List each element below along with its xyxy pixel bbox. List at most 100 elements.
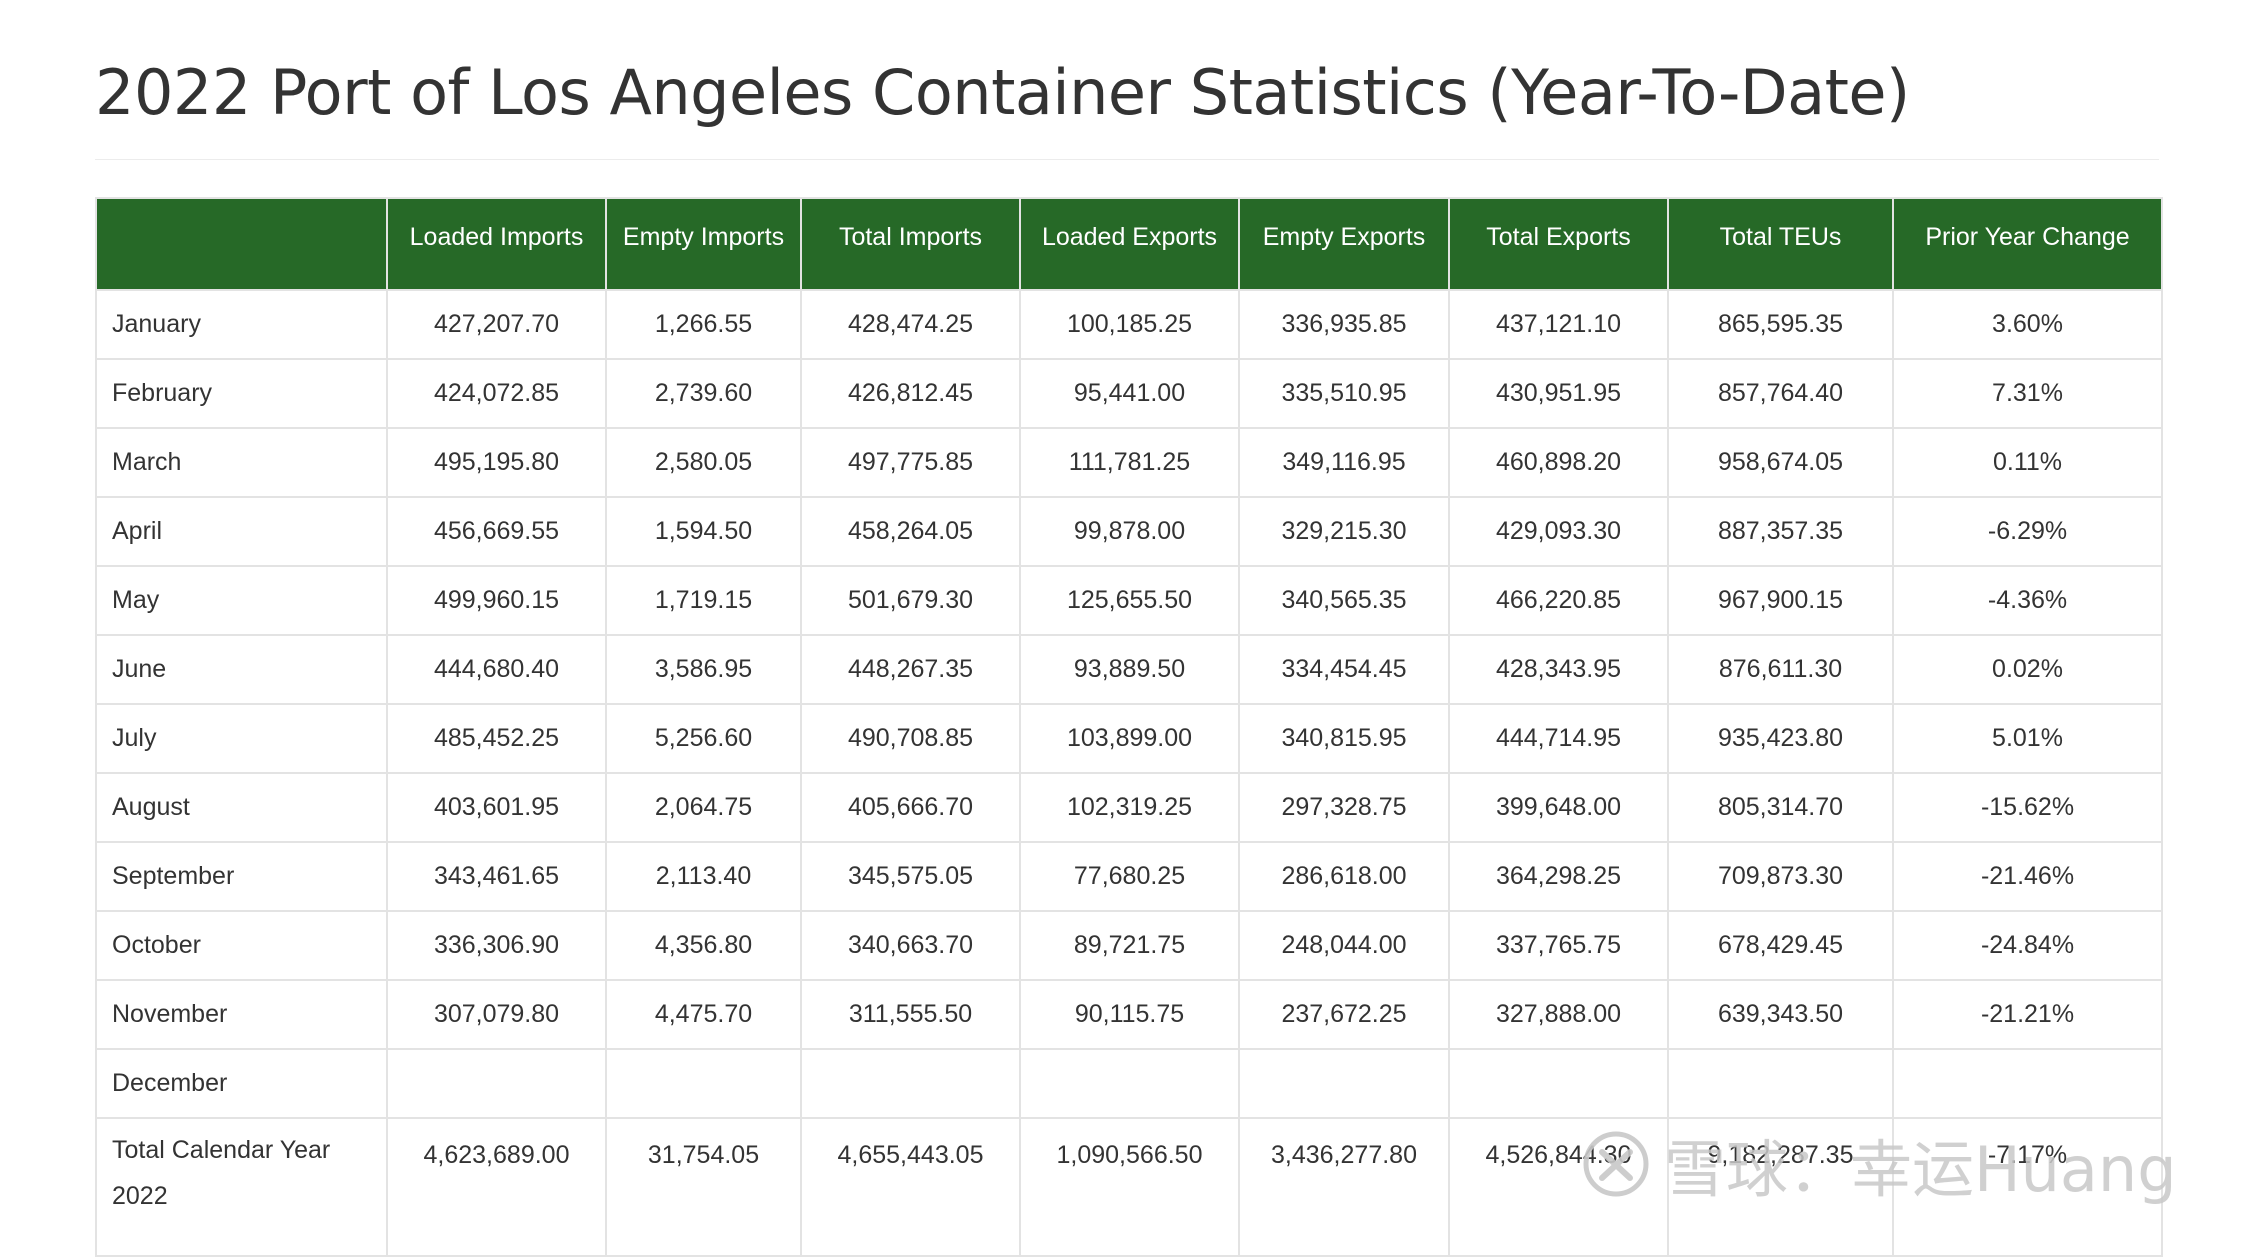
cell-total-exports: 428,343.95	[1448, 634, 1669, 705]
cell-loaded-exports	[1019, 1048, 1240, 1119]
cell-total-teus	[1667, 1048, 1894, 1119]
header-total-exports: Total Exports	[1448, 197, 1669, 291]
cell-empty-exports: 335,510.95	[1238, 358, 1450, 429]
cell-empty-imports: 1,719.15	[605, 565, 802, 636]
cell-prior-year-change: 0.11%	[1892, 427, 2163, 498]
cell-loaded-imports: 307,079.80	[386, 979, 607, 1050]
cell-empty-exports: 340,815.95	[1238, 703, 1450, 774]
cell-empty-imports: 4,475.70	[605, 979, 802, 1050]
cell-prior-year-change: 0.02%	[1892, 634, 2163, 705]
cell-month: February	[95, 358, 388, 429]
cell-empty-exports: 349,116.95	[1238, 427, 1450, 498]
table-row: May 499,960.15 1,719.15 501,679.30 125,655.5…	[95, 565, 2163, 636]
cell-empty-imports: 31,754.05	[605, 1117, 802, 1257]
cell-total-teus: 709,873.30	[1667, 841, 1894, 912]
cell-month: June	[95, 634, 388, 705]
table-row: October 336,306.90 4,356.80 340,663.70 89,72…	[95, 910, 2163, 981]
cell-total-exports: 4,526,844.30	[1448, 1117, 1669, 1257]
header-empty-imports: Empty Imports	[605, 197, 802, 291]
table-row: July 485,452.25 5,256.60 490,708.85 103,899.…	[95, 703, 2163, 774]
table-row: August 403,601.95 2,064.75 405,666.70 102,31…	[95, 772, 2163, 843]
table-row: January 427,207.70 1,266.55 428,474.25 100,1…	[95, 289, 2163, 360]
cell-month: December	[95, 1048, 388, 1119]
cell-loaded-exports: 77,680.25	[1019, 841, 1240, 912]
cell-total-teus: 639,343.50	[1667, 979, 1894, 1050]
cell-total-imports: 458,264.05	[800, 496, 1021, 567]
table-row: Total Calendar Year 2022 4,623,689.00 31,7…	[95, 1117, 2163, 1257]
cell-month: March	[95, 427, 388, 498]
cell-total-exports: 327,888.00	[1448, 979, 1669, 1050]
header-month	[95, 197, 388, 291]
cell-total-teus: 857,764.40	[1667, 358, 1894, 429]
cell-prior-year-change: -24.84%	[1892, 910, 2163, 981]
cell-prior-year-change: 3.60%	[1892, 289, 2163, 360]
cell-empty-imports: 1,594.50	[605, 496, 802, 567]
title-divider	[95, 159, 2159, 160]
cell-loaded-exports: 103,899.00	[1019, 703, 1240, 774]
header-prior-year-change: Prior Year Change	[1892, 197, 2163, 291]
cell-total-exports: 460,898.20	[1448, 427, 1669, 498]
table-row: March 495,195.80 2,580.05 497,775.85 111,781…	[95, 427, 2163, 498]
cell-month: July	[95, 703, 388, 774]
cell-empty-exports: 329,215.30	[1238, 496, 1450, 567]
cell-total-teus: 958,674.05	[1667, 427, 1894, 498]
cell-empty-imports: 2,580.05	[605, 427, 802, 498]
cell-loaded-exports: 89,721.75	[1019, 910, 1240, 981]
cell-total-imports: 405,666.70	[800, 772, 1021, 843]
cell-prior-year-change: -6.29%	[1892, 496, 2163, 567]
cell-loaded-imports: 485,452.25	[386, 703, 607, 774]
cell-total-exports: 364,298.25	[1448, 841, 1669, 912]
cell-empty-exports	[1238, 1048, 1450, 1119]
cell-month: September	[95, 841, 388, 912]
cell-loaded-imports: 4,623,689.00	[386, 1117, 607, 1257]
cell-empty-imports: 1,266.55	[605, 289, 802, 360]
cell-loaded-imports: 343,461.65	[386, 841, 607, 912]
cell-empty-exports: 336,935.85	[1238, 289, 1450, 360]
cell-month: January	[95, 289, 388, 360]
cell-total-imports: 428,474.25	[800, 289, 1021, 360]
cell-total-imports: 426,812.45	[800, 358, 1021, 429]
cell-loaded-exports: 100,185.25	[1019, 289, 1240, 360]
cell-total-imports: 345,575.05	[800, 841, 1021, 912]
cell-empty-imports: 3,586.95	[605, 634, 802, 705]
cell-total-teus: 678,429.45	[1667, 910, 1894, 981]
cell-total-teus: 935,423.80	[1667, 703, 1894, 774]
cell-total-imports: 311,555.50	[800, 979, 1021, 1050]
cell-total-teus: 887,357.35	[1667, 496, 1894, 567]
cell-total-teus: 865,595.35	[1667, 289, 1894, 360]
cell-loaded-imports: 444,680.40	[386, 634, 607, 705]
table-row: June 444,680.40 3,586.95 448,267.35 93,889.5…	[95, 634, 2163, 705]
cell-empty-exports: 3,436,277.80	[1238, 1117, 1450, 1257]
table-row: April 456,669.55 1,594.50 458,264.05 99,878.…	[95, 496, 2163, 567]
cell-loaded-exports: 102,319.25	[1019, 772, 1240, 843]
cell-empty-imports: 2,739.60	[605, 358, 802, 429]
cell-empty-exports: 297,328.75	[1238, 772, 1450, 843]
header-total-imports: Total Imports	[800, 197, 1021, 291]
header-loaded-imports: Loaded Imports	[386, 197, 607, 291]
cell-total-teus: 9,182,287.35	[1667, 1117, 1894, 1257]
header-empty-exports: Empty Exports	[1238, 197, 1450, 291]
cell-empty-imports: 2,064.75	[605, 772, 802, 843]
cell-empty-exports: 237,672.25	[1238, 979, 1450, 1050]
cell-empty-imports	[605, 1048, 802, 1119]
cell-empty-exports: 340,565.35	[1238, 565, 1450, 636]
cell-loaded-imports	[386, 1048, 607, 1119]
cell-prior-year-change: -4.36%	[1892, 565, 2163, 636]
cell-prior-year-change: 7.31%	[1892, 358, 2163, 429]
cell-month: April	[95, 496, 388, 567]
cell-total-exports: 430,951.95	[1448, 358, 1669, 429]
cell-loaded-imports: 403,601.95	[386, 772, 607, 843]
cell-prior-year-change: -7.17%	[1892, 1117, 2163, 1257]
cell-loaded-imports: 424,072.85	[386, 358, 607, 429]
cell-loaded-exports: 1,090,566.50	[1019, 1117, 1240, 1257]
header-total-teus: Total TEUs	[1667, 197, 1894, 291]
cell-empty-exports: 248,044.00	[1238, 910, 1450, 981]
cell-month: November	[95, 979, 388, 1050]
cell-empty-imports: 2,113.40	[605, 841, 802, 912]
cell-loaded-exports: 111,781.25	[1019, 427, 1240, 498]
cell-loaded-imports: 336,306.90	[386, 910, 607, 981]
cell-total-exports: 437,121.10	[1448, 289, 1669, 360]
page-title: 2022 Port of Los Angeles Container Stati…	[95, 56, 1910, 129]
cell-empty-imports: 4,356.80	[605, 910, 802, 981]
cell-total-exports: 429,093.30	[1448, 496, 1669, 567]
